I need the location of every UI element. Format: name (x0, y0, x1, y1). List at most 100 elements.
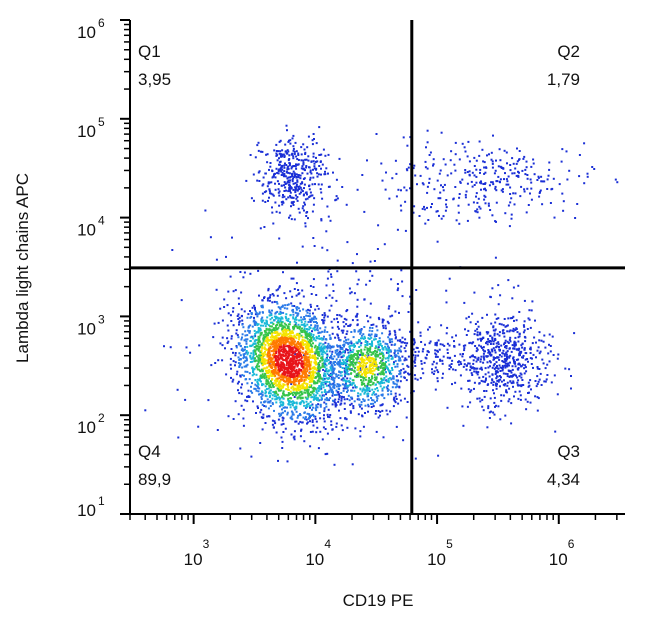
event-dot (184, 398, 187, 401)
event-dot (290, 383, 293, 385)
event-dot (350, 383, 353, 386)
event-dot (520, 384, 523, 387)
event-dot (256, 363, 259, 366)
event-dot (321, 398, 323, 401)
event-dot (520, 365, 523, 368)
event-dot (311, 351, 314, 353)
event-dot (297, 307, 300, 310)
event-dot (312, 387, 315, 390)
event-dot (250, 315, 253, 318)
event-dot (227, 290, 230, 293)
event-dot (254, 324, 257, 326)
event-dot (313, 346, 316, 349)
event-dot (294, 191, 297, 194)
event-dot (306, 365, 309, 368)
event-dot (246, 316, 249, 319)
event-dot (494, 372, 497, 375)
event-dot (518, 158, 521, 161)
event-dot (311, 367, 313, 370)
event-dot (297, 163, 300, 166)
event-dot (458, 196, 461, 199)
event-dot (448, 364, 451, 367)
event-dot (303, 201, 306, 204)
event-dot (381, 387, 384, 390)
event-dot (277, 306, 280, 309)
event-dot (316, 406, 319, 409)
event-dot (375, 383, 377, 386)
event-dot (467, 140, 470, 143)
event-dot (309, 176, 312, 179)
event-dot (502, 360, 505, 363)
event-dot (313, 354, 316, 357)
event-dot (310, 293, 313, 295)
event-dot (304, 374, 307, 377)
event-dot (282, 431, 285, 433)
event-dot (523, 348, 526, 351)
event-dot (288, 370, 291, 373)
event-dot (503, 149, 506, 152)
event-dot (493, 332, 496, 335)
event-dot (392, 363, 395, 366)
event-dot (309, 445, 312, 448)
event-dot (436, 369, 439, 372)
event-dot (313, 358, 316, 360)
event-dot (296, 391, 299, 394)
event-dot (401, 341, 404, 344)
event-dot (478, 154, 481, 157)
event-dot (280, 346, 283, 348)
event-dot (339, 346, 342, 349)
event-dot (291, 175, 294, 178)
event-dot (511, 344, 514, 347)
event-dot (294, 188, 297, 191)
event-dot (282, 390, 285, 393)
event-dot (305, 328, 308, 330)
event-dot (507, 204, 510, 207)
event-dot (487, 366, 490, 369)
event-dot (367, 334, 370, 337)
event-dot (317, 399, 320, 402)
event-dot (482, 361, 485, 364)
event-dot (316, 350, 319, 353)
event-dot (487, 202, 490, 205)
event-dot (292, 147, 295, 150)
event-dot (229, 357, 232, 360)
event-dot (359, 353, 362, 356)
event-dot (278, 204, 281, 207)
event-dot (500, 380, 503, 383)
event-dot (343, 345, 345, 348)
event-dot (407, 365, 410, 368)
event-dot (441, 359, 444, 362)
event-dot (341, 383, 344, 386)
event-dot (275, 357, 277, 360)
event-dot (289, 139, 292, 142)
event-dot (246, 400, 249, 403)
event-dot (527, 317, 530, 320)
event-dot (403, 376, 406, 379)
event-dot (509, 193, 512, 195)
event-dot (284, 175, 287, 178)
event-dot (300, 191, 302, 194)
event-dot (325, 360, 328, 363)
event-dot (303, 357, 306, 360)
event-dot (384, 342, 387, 345)
event-dot (500, 399, 503, 402)
event-dot (285, 388, 288, 391)
event-dot (245, 359, 248, 362)
event-dot (517, 284, 520, 287)
event-dot (300, 357, 303, 360)
event-dot (255, 312, 258, 315)
event-dot (379, 414, 381, 417)
event-dot (357, 413, 360, 416)
event-dot (301, 343, 304, 346)
event-dot (345, 339, 348, 341)
event-dot (276, 387, 279, 390)
event-dot (476, 333, 479, 336)
event-dot (483, 395, 486, 398)
event-dot (381, 363, 383, 366)
event-dot (468, 342, 471, 345)
event-dot (293, 176, 296, 178)
event-dot (519, 398, 522, 401)
event-dot (529, 347, 532, 350)
event-dot (330, 363, 333, 366)
event-dot (304, 396, 307, 399)
